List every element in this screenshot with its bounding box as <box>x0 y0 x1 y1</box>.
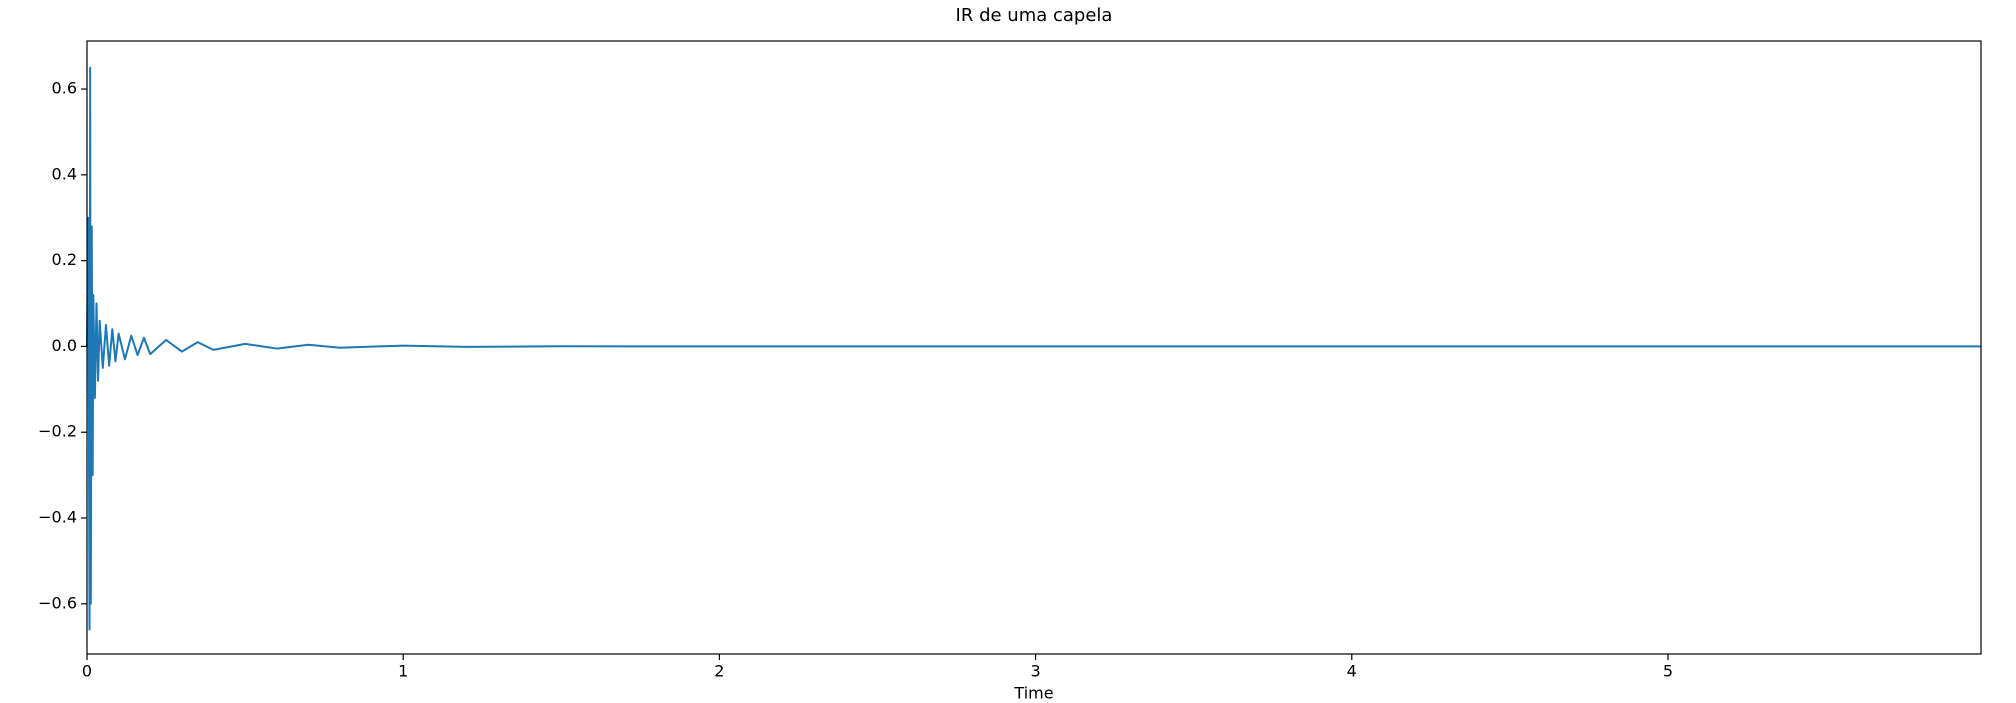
y-tick-label: 0.2 <box>52 250 77 269</box>
plot-frame <box>86 40 1982 655</box>
y-tick-label: −0.4 <box>38 508 77 527</box>
chart-title: IR de uma capela <box>956 5 1113 26</box>
y-tick-label: −0.2 <box>38 422 77 441</box>
y-tick-label: 0.6 <box>52 79 77 98</box>
x-axis-label: Time <box>1013 684 1053 703</box>
x-tick-label: 0 <box>82 662 92 681</box>
x-tick-label: 2 <box>714 662 724 681</box>
y-tick-label: 0.0 <box>52 336 77 355</box>
x-tick-label: 1 <box>398 662 408 681</box>
y-tick-label: −0.6 <box>38 593 77 612</box>
x-tick-label: 5 <box>1663 662 1673 681</box>
line-series <box>86 66 1981 631</box>
x-tick-label: 3 <box>1030 662 1040 681</box>
y-tick-label: 0.4 <box>52 164 77 183</box>
x-tick-label: 4 <box>1347 662 1357 681</box>
